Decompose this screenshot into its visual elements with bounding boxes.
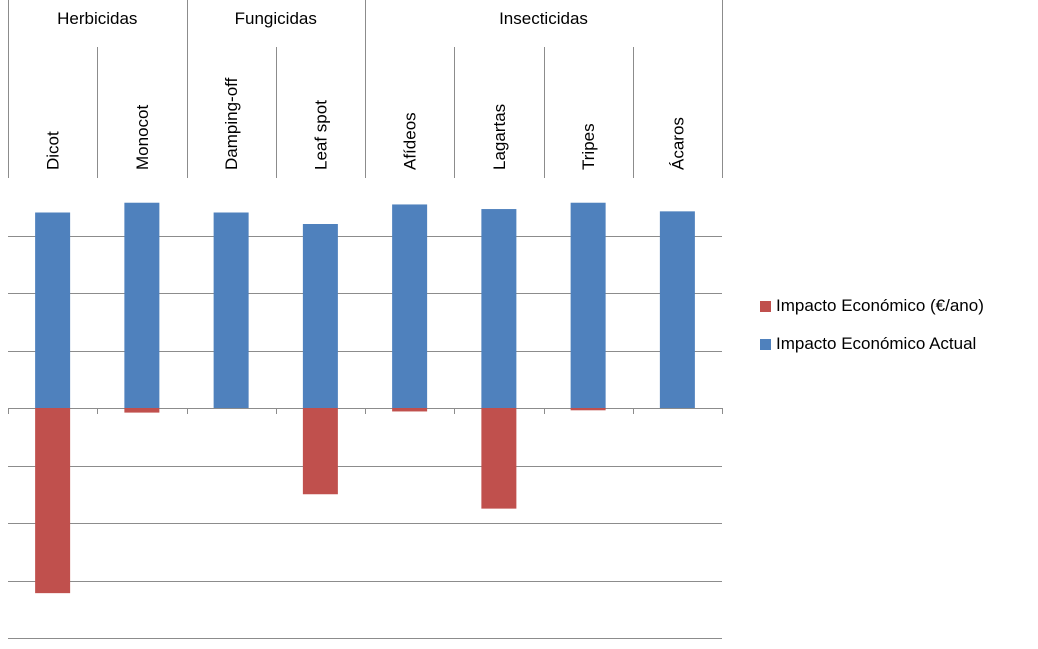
bar-series-2 bbox=[213, 212, 249, 408]
legend-label-series-2: Impacto Económico Actual bbox=[776, 334, 977, 353]
legend-item-series-2: Impacto Económico Actual bbox=[760, 334, 984, 354]
bars bbox=[35, 202, 695, 594]
bar-series-2 bbox=[35, 212, 71, 408]
legend: Impacto Económico (€/ano) Impacto Económ… bbox=[760, 296, 984, 372]
x-tick-label: Ácaros bbox=[668, 117, 687, 170]
x-tick-label: Leaf spot bbox=[311, 100, 330, 170]
x-tick-label: Damping-off bbox=[222, 77, 241, 170]
legend-swatch-series-1 bbox=[760, 300, 771, 312]
bar-series-1 bbox=[392, 408, 428, 412]
group-label: Herbicidas bbox=[57, 9, 137, 28]
category-header-table: Herbicidas Fungicidas Insecticidas Dicot Mon… bbox=[8, 0, 723, 178]
bar-series-1 bbox=[570, 408, 606, 411]
x-tick-label: Lagartas bbox=[490, 104, 509, 170]
x-tick-label: Tripes bbox=[579, 123, 598, 170]
x-tick-label: Afídeos bbox=[401, 112, 420, 170]
bar-series-2 bbox=[481, 209, 517, 408]
bar-series-1 bbox=[302, 408, 338, 495]
bar-series-2 bbox=[659, 211, 695, 408]
x-tick-label: Monocot bbox=[133, 105, 152, 170]
group-label: Fungicidas bbox=[235, 9, 317, 28]
legend-label-series-1: Impacto Económico (€/ano) bbox=[776, 296, 984, 315]
bar-series-2 bbox=[392, 204, 428, 408]
group-label: Insecticidas bbox=[499, 9, 588, 28]
bar-series-1 bbox=[35, 408, 71, 594]
bar-series-1 bbox=[481, 408, 517, 509]
legend-swatch-series-2 bbox=[760, 338, 771, 350]
bar-series-2 bbox=[302, 224, 338, 408]
bar-series-1 bbox=[124, 408, 160, 413]
bar-series-2 bbox=[570, 202, 606, 408]
legend-item-series-1: Impacto Económico (€/ano) bbox=[760, 296, 984, 316]
x-tick-label: Dicot bbox=[44, 131, 63, 170]
grid bbox=[8, 236, 723, 639]
bar-series-2 bbox=[124, 202, 160, 408]
